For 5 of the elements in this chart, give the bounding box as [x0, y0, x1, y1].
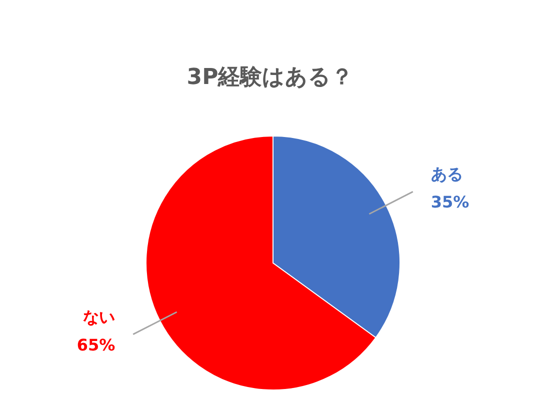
data-label: 65%	[76, 335, 116, 354]
slice-label: ない	[83, 307, 116, 326]
slice-label: ある	[430, 164, 463, 184]
data-label: 35%	[430, 192, 470, 212]
chart-title: 3P経験はある？	[186, 64, 354, 92]
